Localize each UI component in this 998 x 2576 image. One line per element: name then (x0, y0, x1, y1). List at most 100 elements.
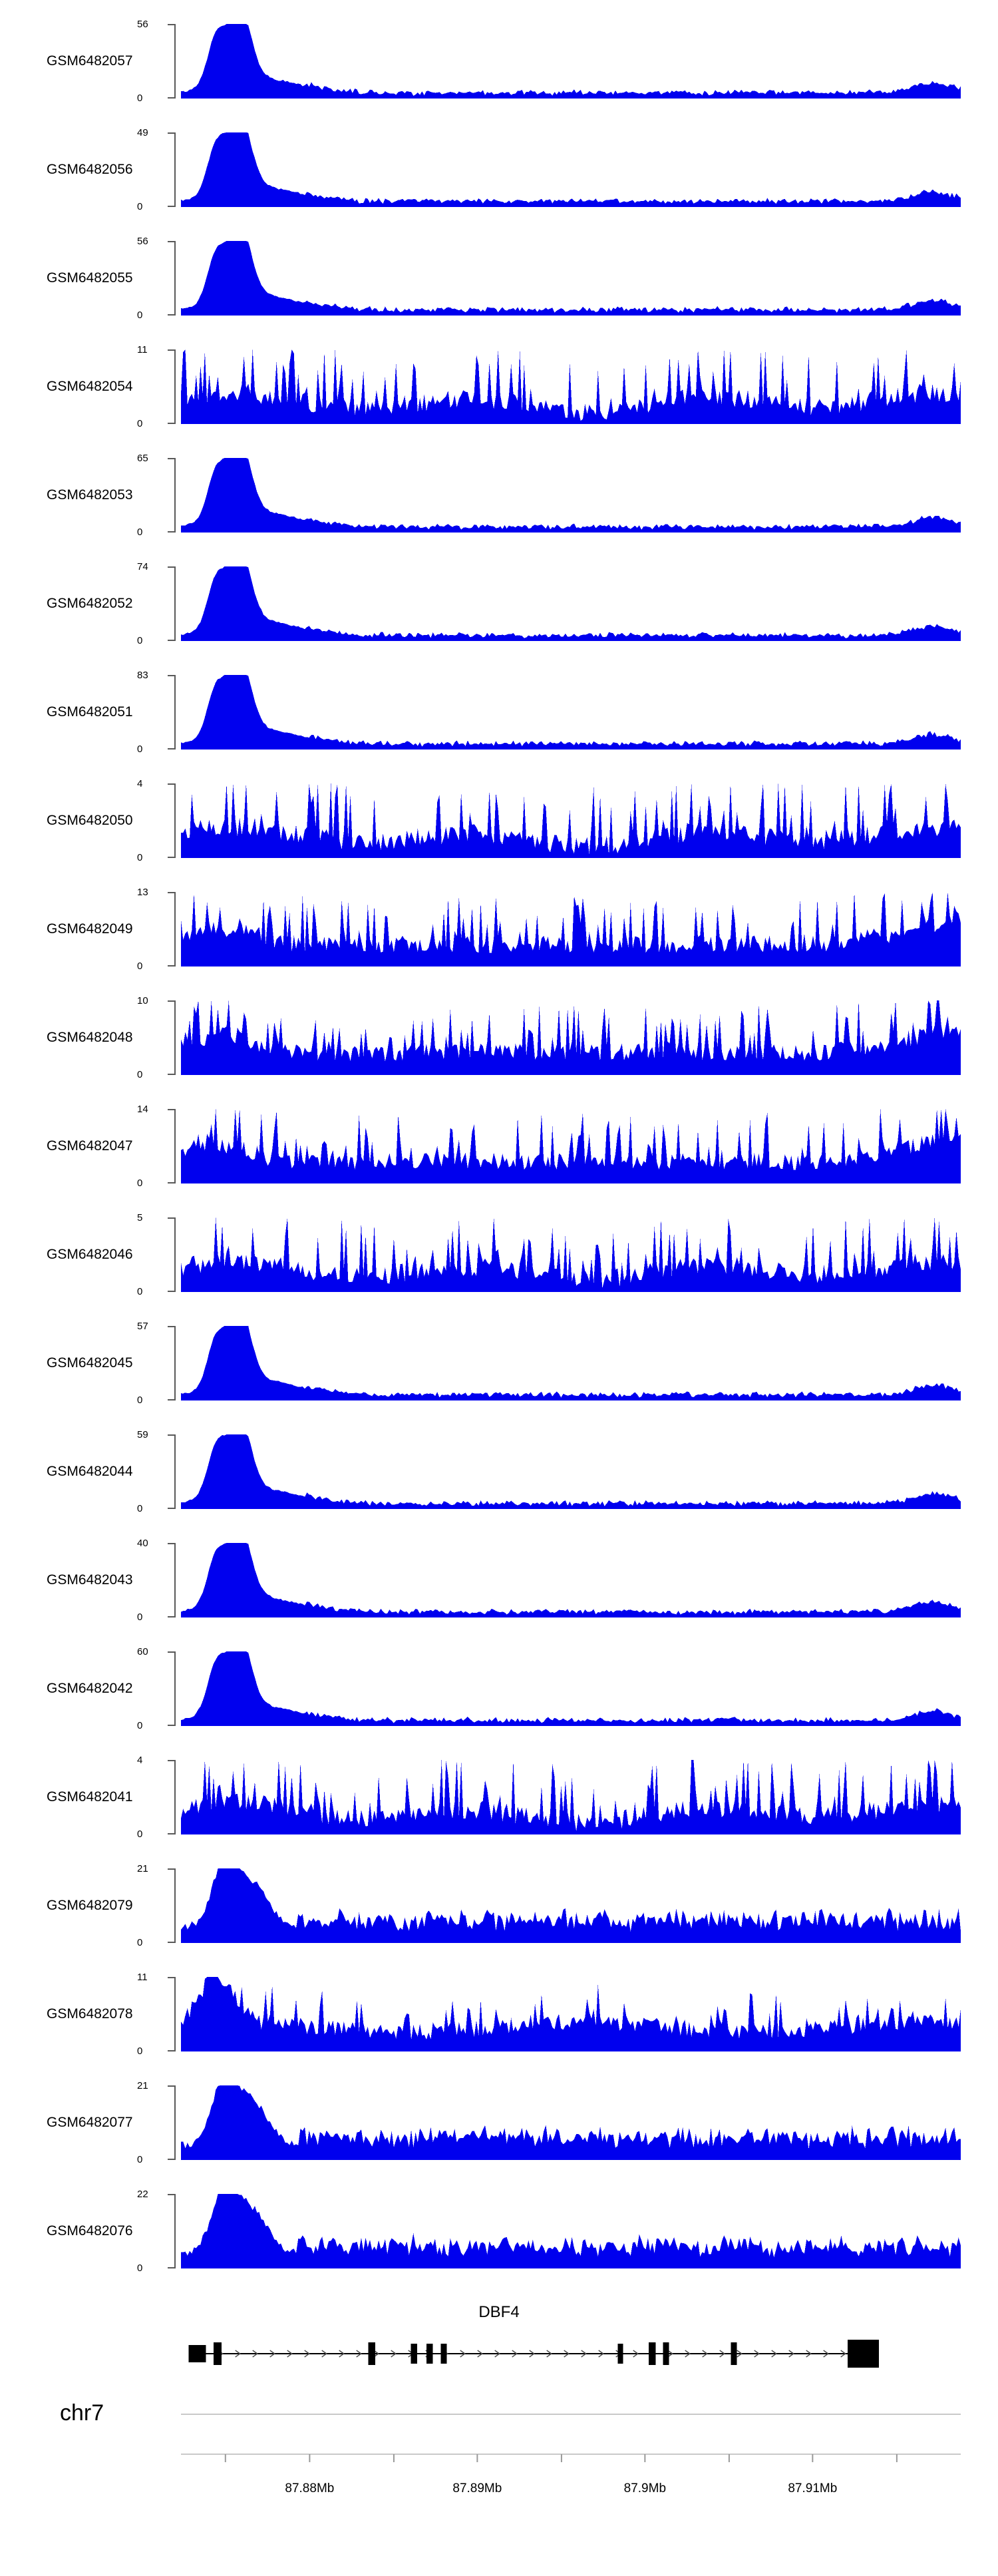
y-axis-tick-max (168, 1868, 176, 1870)
coverage-plot-area[interactable] (181, 2085, 961, 2160)
coverage-plot-area[interactable] (181, 566, 961, 641)
y-axis-line (174, 1434, 176, 1509)
y-axis-line (174, 458, 176, 533)
y-axis-max-value: 60 (137, 1646, 148, 1657)
coverage-plot-area[interactable] (181, 1868, 961, 1943)
y-axis-tick-max (168, 892, 176, 893)
coverage-track: GSM6482048 10 0 (0, 996, 998, 1080)
y-axis-tick-min (168, 2267, 176, 2268)
coverage-plot-area[interactable] (181, 132, 961, 207)
coverage-track: GSM6482042 60 0 (0, 1647, 998, 1731)
track-y-axis: 83 0 (137, 670, 181, 754)
track-sample-label: GSM6482050 (47, 813, 133, 828)
track-y-axis: 11 0 (137, 1972, 181, 2056)
gene-model-panel: DBF4 (0, 2303, 998, 2396)
y-axis-min-value: 0 (137, 527, 143, 538)
y-axis-tick-min (168, 640, 176, 641)
y-axis-min-value: 0 (137, 1069, 143, 1080)
coverage-track: GSM6482078 11 0 (0, 1972, 998, 2056)
track-sample-label: GSM6482078 (47, 2006, 133, 2022)
y-axis-line (174, 566, 176, 641)
track-y-axis: 49 0 (137, 128, 181, 212)
coverage-plot-area[interactable] (181, 675, 961, 750)
y-axis-min-value: 0 (137, 93, 143, 104)
track-sample-label: GSM6482043 (47, 1572, 133, 1588)
coverage-plot-area[interactable] (181, 1434, 961, 1509)
y-axis-max-value: 22 (137, 2189, 148, 2200)
coverage-plot-area[interactable] (181, 241, 961, 316)
coverage-plot-area[interactable] (181, 1977, 961, 2051)
coverage-track: GSM6482045 57 0 (0, 1321, 998, 1405)
y-axis-min-value: 0 (137, 961, 143, 972)
y-axis-line (174, 783, 176, 858)
axis-tick-label: 87.9Mb (623, 2481, 667, 2495)
coverage-plot-area[interactable] (181, 458, 961, 533)
y-axis-line (174, 1868, 176, 1943)
coverage-plot-area[interactable] (181, 1543, 961, 1617)
coverage-plot-area[interactable] (181, 1651, 961, 1726)
track-y-axis: 10 0 (137, 996, 181, 1080)
coverage-plot-area[interactable] (181, 1109, 961, 1183)
y-axis-line (174, 132, 176, 207)
y-axis-min-value: 0 (137, 744, 143, 755)
axis-tick-label: 87.91Mb (788, 2481, 838, 2495)
y-axis-line (174, 1760, 176, 1834)
y-axis-tick-min (168, 748, 176, 750)
track-y-axis: 13 0 (137, 887, 181, 971)
y-axis-min-value: 0 (137, 852, 143, 863)
track-y-axis: 59 0 (137, 1430, 181, 1514)
track-sample-label: GSM6482044 (47, 1464, 133, 1479)
y-axis-tick-min (168, 1833, 176, 1834)
coverage-plot-area[interactable] (181, 892, 961, 966)
y-axis-min-value: 0 (137, 635, 143, 646)
y-axis-min-value: 0 (137, 418, 143, 429)
y-axis-min-value: 0 (137, 1503, 143, 1514)
y-axis-tick-max (168, 1217, 176, 1219)
coverage-plot-area[interactable] (181, 24, 961, 99)
track-sample-label: GSM6482041 (47, 1789, 133, 1805)
track-sample-label: GSM6482054 (47, 379, 133, 394)
y-axis-tick-max (168, 1543, 176, 1544)
coverage-plot-area[interactable] (181, 1000, 961, 1075)
coverage-plot-area[interactable] (181, 783, 961, 858)
y-axis-max-value: 57 (137, 1321, 148, 1332)
y-axis-max-value: 4 (137, 778, 143, 789)
y-axis-tick-min (168, 1725, 176, 1726)
axis-tick-marks (181, 2454, 961, 2507)
y-axis-tick-min (168, 1399, 176, 1400)
y-axis-max-value: 14 (137, 1104, 148, 1115)
chromosome-axis-panel: chr7 87.88Mb 87.89Mb 87.9Mb 87.91Mb (0, 2396, 998, 2569)
y-axis-line (174, 2085, 176, 2160)
track-y-axis: 57 0 (137, 1321, 181, 1405)
gene-model-track[interactable] (181, 2327, 961, 2380)
y-axis-line (174, 1326, 176, 1400)
y-axis-tick-min (168, 1074, 176, 1075)
y-axis-tick-max (168, 1109, 176, 1110)
y-axis-tick-max (168, 132, 176, 134)
track-y-axis: 74 0 (137, 562, 181, 646)
y-axis-max-value: 49 (137, 127, 148, 138)
y-axis-tick-min (168, 857, 176, 858)
y-axis-max-value: 74 (137, 561, 148, 572)
y-axis-line (174, 1000, 176, 1075)
track-sample-label: GSM6482049 (47, 921, 133, 937)
y-axis-tick-max (168, 2085, 176, 2087)
y-axis-max-value: 21 (137, 2080, 148, 2091)
y-axis-min-value: 0 (137, 1720, 143, 1731)
y-axis-min-value: 0 (137, 310, 143, 321)
y-axis-max-value: 10 (137, 995, 148, 1006)
coverage-plot-area[interactable] (181, 1760, 961, 1834)
y-axis-line (174, 1217, 176, 1292)
coverage-plot-area[interactable] (181, 1326, 961, 1400)
track-sample-label: GSM6482056 (47, 162, 133, 177)
y-axis-min-value: 0 (137, 1937, 143, 1948)
track-sample-label: GSM6482051 (47, 704, 133, 720)
track-y-axis: 22 0 (137, 2189, 181, 2273)
coverage-plot-area[interactable] (181, 349, 961, 424)
y-axis-tick-max (168, 1760, 176, 1761)
coverage-track: GSM6482043 40 0 (0, 1538, 998, 1622)
coverage-plot-area[interactable] (181, 2194, 961, 2268)
coverage-plot-area[interactable] (181, 1217, 961, 1292)
axis-tick-label: 87.88Mb (285, 2481, 335, 2495)
coverage-track: GSM6482051 83 0 (0, 670, 998, 754)
